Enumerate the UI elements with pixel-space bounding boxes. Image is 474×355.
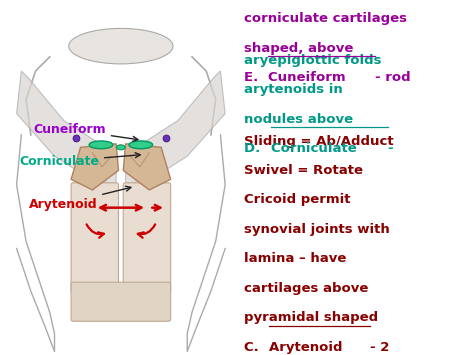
- Ellipse shape: [129, 141, 153, 149]
- Text: Arytenoid: Arytenoid: [28, 186, 131, 211]
- Text: E.: E.: [244, 71, 263, 84]
- Text: Sliding = Ab/Adduct: Sliding = Ab/Adduct: [244, 135, 394, 148]
- Ellipse shape: [117, 145, 125, 150]
- Ellipse shape: [89, 141, 113, 149]
- Polygon shape: [17, 71, 116, 185]
- Text: Cricoid permit: Cricoid permit: [244, 193, 351, 207]
- Text: cartilages above: cartilages above: [244, 282, 368, 295]
- Text: D.: D.: [244, 142, 265, 155]
- Text: Cuneiform: Cuneiform: [33, 123, 138, 141]
- Polygon shape: [71, 144, 118, 190]
- Text: Corniculate: Corniculate: [19, 153, 140, 168]
- Text: synovial joints with: synovial joints with: [244, 223, 390, 236]
- Text: Arytenoid: Arytenoid: [269, 341, 347, 354]
- Polygon shape: [123, 144, 171, 190]
- Text: - 2: - 2: [370, 341, 389, 354]
- Text: Cuneiform: Cuneiform: [268, 71, 351, 84]
- Text: corniculate cartilages: corniculate cartilages: [244, 12, 407, 25]
- Text: arytenoids in: arytenoids in: [244, 83, 343, 96]
- Text: Swivel = Rotate: Swivel = Rotate: [244, 164, 363, 177]
- Text: nodules above: nodules above: [244, 113, 353, 126]
- Text: - rod: - rod: [374, 71, 410, 84]
- Text: lamina – have: lamina – have: [244, 252, 346, 266]
- Text: Corniculate: Corniculate: [271, 142, 361, 155]
- Text: aryepiglottic folds: aryepiglottic folds: [244, 54, 382, 67]
- Polygon shape: [126, 71, 225, 185]
- Text: pyramidal shaped: pyramidal shaped: [244, 311, 378, 324]
- FancyBboxPatch shape: [71, 282, 171, 321]
- Ellipse shape: [69, 28, 173, 64]
- FancyBboxPatch shape: [71, 183, 118, 293]
- Text: -: -: [388, 142, 393, 155]
- FancyBboxPatch shape: [123, 183, 171, 293]
- Text: shaped, above: shaped, above: [244, 42, 354, 55]
- Text: C.: C.: [244, 341, 264, 354]
